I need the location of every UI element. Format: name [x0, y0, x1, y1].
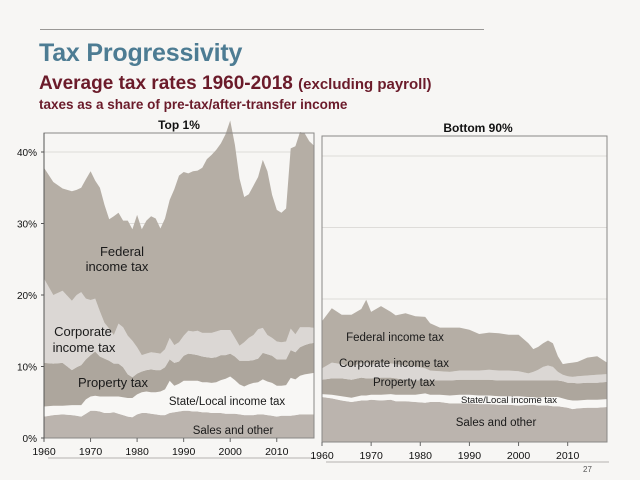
x-tick-label: 2010: [265, 446, 289, 458]
annotation-corporate-b90: Corporate income tax: [339, 358, 449, 370]
page-number: 27: [583, 465, 592, 474]
x-tick-label: 1960: [32, 446, 56, 458]
annotation-state-local-b90: State/Local income tax: [461, 395, 557, 406]
y-tick-label: 20%: [17, 291, 37, 302]
chart-bottom-90pct: Bottom 90% 1960 1970 1980 1990 2000 2010: [310, 121, 609, 463]
area-sales: [322, 397, 607, 442]
plot-border: [321, 135, 608, 443]
annotation-sales-b90: Sales and other: [456, 417, 537, 429]
x-tick-label: 1970: [79, 446, 103, 458]
annotation-property: Property tax: [78, 375, 149, 390]
x-tick-label: 1990: [458, 450, 482, 462]
y-tick-label: 0%: [23, 434, 38, 445]
area-federal: [322, 299, 607, 377]
chart-title: Top 1%: [158, 118, 200, 132]
y-tick-label: 10%: [17, 363, 37, 374]
annotation-corporate-l2: income tax: [53, 340, 116, 355]
chart-annotations: Federal income tax Corporate income tax …: [53, 244, 558, 437]
page-subtitle: Average tax rates 1960-2018 (excluding p…: [39, 73, 432, 95]
x-tick-label: 1980: [409, 450, 433, 462]
area-state-local: [44, 372, 314, 418]
annotation-state-local: State/Local income tax: [169, 396, 286, 408]
y-tick-label: 30%: [17, 220, 37, 231]
chart-top-1pct: Top 1% 1960 1970 1980 1990 2000 2010 0% 10% 20% 30…: [17, 118, 316, 459]
page-title: Tax Progressivity: [39, 39, 243, 67]
chart-title: Bottom 90%: [443, 121, 513, 135]
annotation-federal-l2: income tax: [86, 259, 149, 274]
area-federal: [44, 120, 314, 356]
subtitle-paren: (excluding payroll): [298, 76, 432, 93]
x-tick-label: 1970: [359, 450, 383, 462]
header-rule: [40, 29, 484, 30]
annotation-corporate-l1: Corporate: [54, 324, 112, 339]
x-tick-label: 2000: [219, 446, 243, 458]
area-state-local: [322, 393, 607, 410]
y-tick-label: 40%: [17, 148, 37, 159]
x-tick-label: 1980: [125, 446, 149, 458]
annotation-property-b90: Property tax: [373, 377, 435, 389]
area-sales: [44, 410, 314, 438]
x-tick-label: 1960: [310, 450, 334, 462]
area-property: [322, 377, 607, 401]
page-subsubtitle: taxes as a share of pre-tax/after-transf…: [39, 97, 348, 112]
area-corporate: [322, 362, 607, 384]
annotation-federal-l1: Federal: [100, 244, 144, 259]
area-corporate: [44, 278, 314, 378]
annotation-sales: Sales and other: [193, 425, 274, 437]
x-tick-label: 2010: [556, 450, 580, 462]
annotation-federal-b90: Federal income tax: [346, 332, 444, 344]
area-property: [44, 342, 314, 407]
x-tick-label: 2000: [507, 450, 531, 462]
x-tick-label: 1990: [172, 446, 196, 458]
subtitle-main: Average tax rates 1960-2018: [39, 73, 293, 94]
